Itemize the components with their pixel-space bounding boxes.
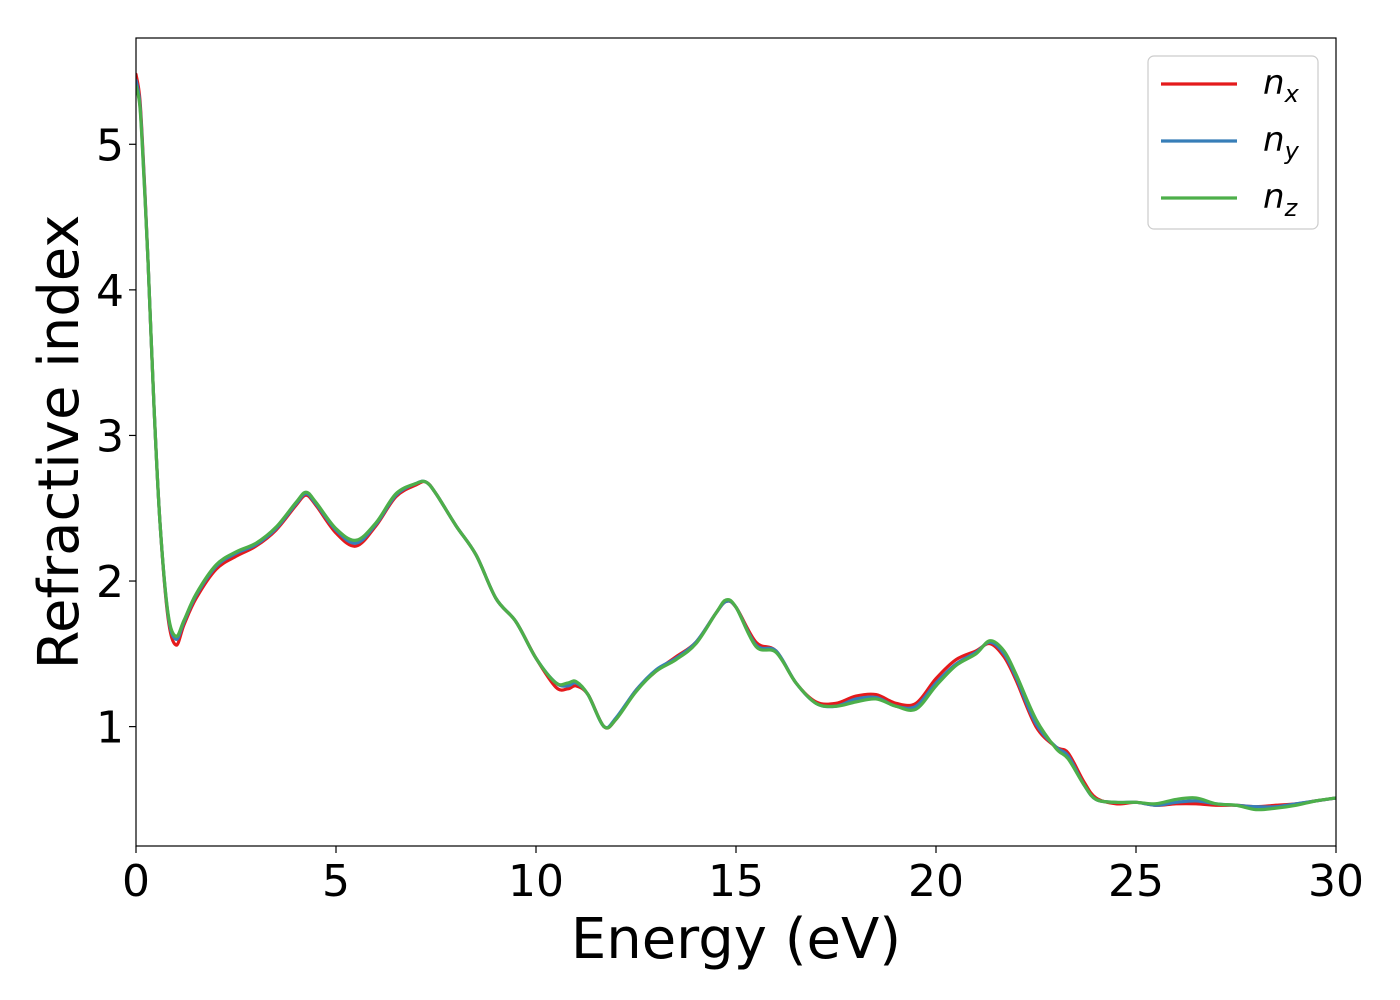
y-tick-label: 2 bbox=[96, 557, 124, 608]
x-tick-label: 0 bbox=[122, 856, 150, 907]
y-tick-label: 3 bbox=[96, 411, 124, 462]
x-tick-label: 25 bbox=[1108, 856, 1164, 907]
series-line-n_z bbox=[136, 84, 1336, 812]
x-axis-label: Energy (eV) bbox=[571, 907, 901, 972]
x-tick-label: 30 bbox=[1308, 856, 1364, 907]
series-layer bbox=[136, 72, 1336, 812]
x-tick-label: 5 bbox=[322, 856, 350, 907]
y-axis: 1 2 3 4 5 bbox=[96, 120, 136, 754]
legend-label-n_x: nx bbox=[1263, 63, 1300, 108]
legend: nx ny nz bbox=[1147, 55, 1319, 230]
y-tick-label: 5 bbox=[96, 120, 124, 171]
x-tick-label: 15 bbox=[708, 856, 764, 907]
y-tick-label: 1 bbox=[96, 703, 124, 754]
x-axis: 0 5 10 15 20 25 30 bbox=[122, 846, 1364, 907]
x-tick-label: 10 bbox=[508, 856, 564, 907]
legend-label-n_z: nz bbox=[1263, 177, 1299, 222]
y-axis-label: Refractive index bbox=[27, 215, 92, 670]
x-tick-label: 20 bbox=[908, 856, 964, 907]
y-tick-label: 4 bbox=[96, 266, 124, 317]
legend-label-n_y: ny bbox=[1263, 120, 1300, 165]
